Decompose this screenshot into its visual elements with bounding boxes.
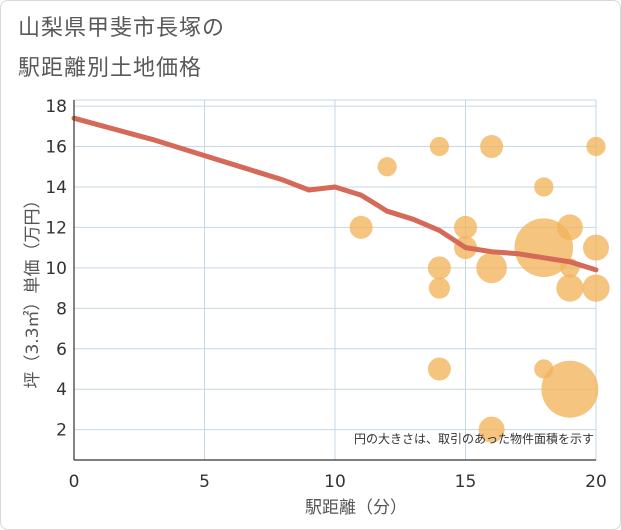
data-point [427, 256, 451, 280]
x-tick-label: 15 [455, 472, 477, 492]
data-point [556, 214, 583, 241]
y-tick-label: 14 [45, 178, 67, 198]
data-point [480, 135, 504, 159]
trend-line-group [71, 115, 599, 273]
data-point [428, 277, 450, 299]
data-point [476, 252, 507, 284]
y-tick-label: 6 [56, 340, 67, 360]
grid-lines [73, 99, 597, 461]
data-point [534, 359, 554, 379]
data-point [534, 177, 554, 197]
data-point [377, 157, 397, 177]
data-point [583, 234, 609, 261]
y-tick-label: 10 [45, 259, 67, 279]
x-tick-label: 0 [69, 472, 80, 492]
chart-title-line-2: 駅距離別土地価格 [18, 56, 203, 81]
chart-title-line-1: 山梨県甲斐市長塚の [18, 16, 226, 41]
data-point [582, 274, 610, 302]
data-point [478, 416, 505, 443]
trend-line [71, 115, 599, 273]
y-tick-label: 2 [56, 421, 67, 441]
x-tick-label: 5 [199, 472, 210, 492]
data-point [427, 357, 451, 381]
x-axis-label: 駅距離（分） [305, 498, 407, 518]
x-tick-label: 20 [585, 472, 607, 492]
axes: 0 5 10 15 20 2 4 6 8 10 12 14 16 18 [45, 97, 606, 492]
data-point [556, 274, 584, 302]
data-points [349, 135, 610, 443]
data-point [586, 136, 606, 157]
size-legend-note: 円の大きさは、取引のあった物件面積を示す [354, 431, 594, 446]
y-axis-label: 坪（3.3㎡）単価（万円） [23, 191, 43, 388]
y-tick-label: 18 [45, 97, 67, 117]
data-point [454, 215, 477, 239]
y-tick-label: 12 [45, 218, 67, 238]
data-point [429, 136, 449, 157]
x-tick-label: 10 [324, 472, 346, 492]
y-tick-label: 8 [56, 299, 67, 319]
y-tick-label: 4 [56, 380, 67, 400]
data-point [541, 360, 599, 418]
data-point [349, 215, 373, 239]
y-tick-label: 16 [45, 138, 67, 158]
